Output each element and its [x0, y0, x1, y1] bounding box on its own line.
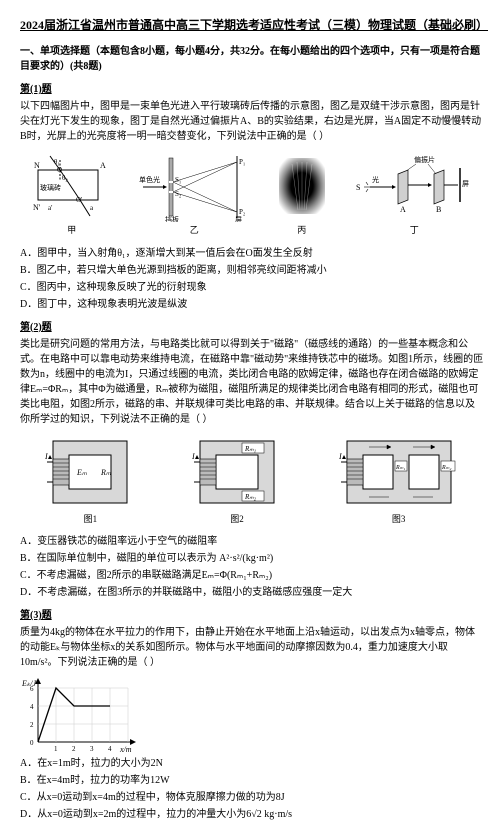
caption-fig1: 图1 [84, 513, 98, 527]
svg-text:Rₘ₂: Rₘ₂ [441, 465, 452, 471]
svg-text:Rₘ₁: Rₘ₁ [395, 465, 406, 471]
q2-opt-b: B．在国际单位制中，磁阻的单位可以表示为 A²·s²/(kg·m²) [20, 551, 484, 566]
svg-text:Eₘ: Eₘ [76, 468, 87, 477]
svg-text:挡板: 挡板 [165, 215, 179, 222]
svg-text:Rₘ₂: Rₘ₂ [244, 493, 257, 501]
q1-options: A．图甲中，当入射角θ₁，逐渐增大到某一值后会在O面发生全反射 B．图乙中，若只… [20, 246, 484, 312]
svg-text:6: 6 [30, 685, 34, 693]
q1-opt-c: C．图丙中，这种现象反映了光的衍射现象 [20, 280, 484, 295]
q1-figures: N A N' θ₁ θ₂ O O' 玻璃砖 a' a 甲 单色光 S₁ S₂ [20, 152, 484, 238]
figure-bing: 丙 [275, 152, 329, 238]
svg-text:玻璃砖: 玻璃砖 [40, 183, 61, 192]
svg-text:B: B [436, 205, 441, 214]
caption-fig3: 图3 [392, 513, 406, 527]
svg-text:2: 2 [72, 745, 76, 753]
svg-text:I: I [45, 452, 48, 461]
svg-text:3: 3 [90, 745, 94, 753]
q2-options: A．变压器铁芯的磁阻率远小于空气的磁阻率 B．在国际单位制中，磁阻的单位可以表示… [20, 534, 484, 600]
svg-text:O': O' [76, 196, 82, 204]
q2-opt-c: C．不考虑漏磁，图2所示的串联磁路满足Eₘ=Φ(Rₘ₁+Rₘ₂) [20, 568, 484, 583]
svg-text:I: I [192, 452, 195, 461]
q3-opt-c: C．从x=0运动到x=4m的过程中，物体克服摩擦力做的功为8J [20, 790, 484, 805]
svg-text:Rₘ₁: Rₘ₁ [244, 445, 256, 453]
q3-options: A．在x=1m时，拉力的大小为2N B．在x=4m时，拉力的功率为12W C．从… [20, 756, 484, 822]
svg-text:0: 0 [30, 739, 34, 747]
svg-text:Rₘ: Rₘ [100, 468, 111, 477]
svg-text:a': a' [48, 204, 52, 212]
page-title: 2024届浙江省温州市普通高中高三下学期选考适应性考试（三模）物理试题（基础必刷… [20, 16, 484, 34]
q1-number: 第(1)题 [20, 82, 484, 97]
svg-text:x/m: x/m [119, 745, 132, 754]
svg-text:a: a [90, 204, 94, 212]
figure-3: I Rₘ₁ Rₘ₂ 图3 [339, 435, 459, 527]
q2-text: 类比是研究问题的常用方法，与电路类比就可以得到关于"磁路"（磁感线的通路）的一些… [20, 337, 484, 427]
figure-yi: 单色光 S₁ S₂ P₁ P₂ 挡板 屏 乙 [139, 152, 249, 238]
q3-opt-a: A．在x=1m时，拉力的大小为2N [20, 756, 484, 771]
svg-text:1: 1 [54, 745, 58, 753]
q3-chart: Eₖ/J x/m 0 2 4 6 1 2 3 4 [20, 676, 484, 754]
svg-text:S: S [356, 183, 360, 192]
q2-opt-d: D．不考虑漏磁，在图3所示的并联磁路中，磁阻小的支路磁感应强度一定大 [20, 585, 484, 600]
svg-text:A: A [400, 205, 406, 214]
caption-bing: 丙 [297, 224, 306, 238]
q3-opt-b: B．在x=4m时，拉力的功率为12W [20, 773, 484, 788]
figure-1: I Eₘ Rₘ 图1 [45, 435, 135, 527]
q2-opt-a: A．变压器铁芯的磁阻率远小于空气的磁阻率 [20, 534, 484, 549]
svg-text:A: A [100, 161, 106, 170]
svg-text:θ₂: θ₂ [62, 174, 68, 182]
svg-text:θ₁: θ₁ [54, 158, 60, 166]
svg-text:屏: 屏 [235, 216, 242, 222]
svg-text:S₁: S₁ [175, 176, 181, 184]
figure-2: I Rₘ₁ Rₘ₂ 图2 [192, 435, 282, 527]
q1-opt-d: D．图丁中，这种现象表明光波是纵波 [20, 297, 484, 312]
caption-ding: 丁 [410, 224, 419, 238]
figure-jia: N A N' θ₁ θ₂ O O' 玻璃砖 a' a 甲 [30, 152, 114, 238]
svg-text:单色光: 单色光 [139, 175, 160, 184]
svg-text:4: 4 [30, 703, 34, 711]
q3-opt-d: D．从x=0运动到x=2m的过程中，拉力的冲量大小为6√2 kg·m/s [20, 807, 484, 822]
q3-number: 第(3)题 [20, 608, 484, 623]
svg-text:S₂: S₂ [175, 190, 182, 198]
q3-text: 质量为4kg的物体在水平拉力的作用下，由静止开始在水平地面上沿x轴运动，以出发点… [20, 625, 484, 670]
svg-text:O: O [57, 166, 62, 174]
caption-yi: 乙 [190, 224, 199, 238]
caption-fig2: 图2 [230, 513, 244, 527]
svg-text:屏: 屏 [462, 180, 469, 188]
q1-text: 以下四幅图片中，图甲是一束单色光进入平行玻璃砖后传播的示意图，图乙是双缝干涉示意… [20, 99, 484, 144]
svg-text:P₁: P₁ [239, 158, 245, 166]
q2-number: 第(2)题 [20, 320, 484, 335]
q1-opt-b: B．图乙中，若只增大单色光源到挡板的距离，则相邻亮纹间距将减小 [20, 263, 484, 278]
svg-text:Eₖ/J: Eₖ/J [21, 679, 37, 688]
svg-text:光: 光 [372, 175, 379, 184]
q1-opt-a: A．图甲中，当入射角θ₁，逐渐增大到某一值后会在O面发生全反射 [20, 246, 484, 261]
svg-text:P₂: P₂ [239, 208, 246, 216]
svg-text:4: 4 [108, 745, 112, 753]
svg-text:N': N' [33, 203, 41, 212]
svg-text:偏振片: 偏振片 [414, 155, 435, 164]
caption-jia: 甲 [67, 224, 76, 238]
section-header: 一、单项选择题（本题包含8小题，每小题4分，共32分。在每小题给出的四个选项中，… [20, 44, 484, 74]
figure-ding: 偏振片 S A B 屏 光 丁 [354, 152, 474, 238]
svg-text:2: 2 [30, 721, 34, 729]
svg-text:N: N [34, 161, 40, 170]
q2-figures: I Eₘ Rₘ 图1 I Rₘ₁ Rₘ₂ 图2 [20, 435, 484, 527]
svg-text:I: I [339, 452, 342, 461]
